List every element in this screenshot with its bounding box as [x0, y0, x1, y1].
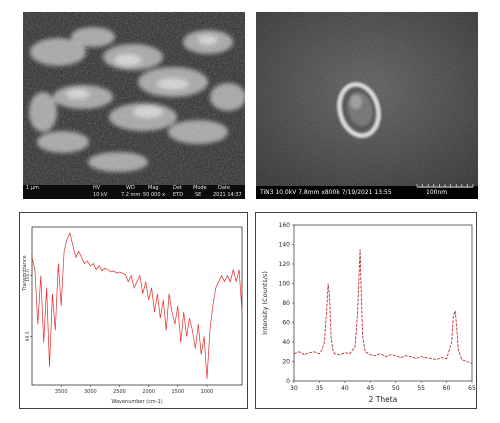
sem-info-wd: WD: [126, 185, 135, 191]
xrd-x-tick-label: 65: [468, 385, 476, 392]
sem-info-hv: HV: [93, 185, 101, 191]
xrd-y-tick-label: 140: [279, 242, 291, 249]
ftir-chart: 3500 3000 2500 2000 1500 1000 100.0 99.5 Wavenu…: [22, 226, 243, 405]
xrd-x-tick-label: 55: [417, 385, 425, 392]
xrd-x-tick-label: 45: [366, 385, 374, 392]
ftir-plot-frame: [31, 226, 243, 386]
sem-info-wd-value: 7.2 mm: [121, 192, 141, 198]
sem-info-mag: Mag: [148, 185, 159, 191]
ftir-y-tick-label: 100.0: [25, 269, 31, 282]
sem-scale-label: 100nm: [426, 189, 448, 196]
sem-info-bar: 1 μm HV WD Mag Det Mode Date 10 kV 7.2 m…: [23, 185, 245, 199]
xrd-x-axis-label: 2 Theta: [369, 395, 398, 404]
sem-info-hv-value: 10 kV: [93, 192, 108, 198]
xrd-y-tick-label: 60: [282, 320, 290, 327]
ftir-x-tick-label: 3500: [55, 389, 68, 395]
sem-info-det: Det: [173, 185, 182, 191]
ftir-x-tick-label: 2500: [113, 389, 126, 395]
ftir-x-axis-label: Wavenumber (cm-1): [111, 399, 162, 405]
ftir-x-tick-label: 1000: [201, 389, 214, 395]
sem-info-det-value: ETD: [173, 192, 184, 198]
sem-micrograph-single-particle: [256, 12, 478, 186]
xrd-x-tick-label: 50: [392, 385, 400, 392]
xrd-y-tick-label: 80: [282, 300, 290, 307]
xrd-x-tick-label: 30: [290, 385, 298, 392]
xrd-x-tick-label: 60: [443, 385, 451, 392]
ftir-y-tick-label: 99.5: [25, 331, 31, 341]
sem-micrograph-particles: [23, 12, 245, 185]
xrd-x-tick-label: 40: [341, 385, 349, 392]
ftir-spectrum-line: [31, 232, 243, 379]
xrd-chart: 30 35 40 45 50 55 60 65 0 20 40 60 80 100 120 140 160 2 …: [261, 222, 476, 404]
sem-info-text: TiN3 10.0kV 7.8mm x800k 7/19/2021 13:55: [260, 189, 392, 196]
xrd-y-tick-label: 40: [282, 339, 290, 346]
xrd-y-tick-label: 100: [279, 281, 291, 288]
xrd-y-tick-label: 160: [279, 222, 291, 229]
ftir-chart-panel: 3500 3000 2500 2000 1500 1000 100.0 99.5 Wavenu…: [19, 212, 248, 409]
xrd-plot-frame: [293, 224, 473, 382]
ftir-y-axis-label: Transmittance: [22, 255, 28, 291]
sem-info-mode-value: SE: [195, 192, 202, 198]
xrd-y-tick-label: 20: [282, 359, 290, 366]
xrd-y-axis-label: Intensity (Counts/s): [261, 271, 269, 335]
sem-info-date: Date: [218, 185, 230, 191]
xrd-pattern-line: [293, 249, 473, 364]
sem-scale-bar: [416, 184, 474, 188]
sem-image-low-magnification: 1 μm HV WD Mag Det Mode Date 10 kV 7.2 m…: [23, 12, 245, 199]
sem-info-mag-value: 50 000 x: [143, 192, 166, 198]
sem-info-date-value: 2021 14:37: [213, 192, 242, 198]
sem-info-bar: TiN3 10.0kV 7.8mm x800k 7/19/2021 13:55 …: [256, 186, 478, 199]
ftir-x-tick-label: 1500: [171, 389, 184, 395]
sem-image-high-magnification: TiN3 10.0kV 7.8mm x800k 7/19/2021 13:55 …: [256, 12, 478, 199]
xrd-chart-panel: 30 35 40 45 50 55 60 65 0 20 40 60 80 100 120 140 160 2 …: [255, 212, 477, 409]
xrd-x-tick-label: 35: [316, 385, 324, 392]
xrd-y-tick-label: 120: [279, 261, 291, 268]
ftir-x-tick-label: 2000: [142, 389, 155, 395]
sem-info-mode: Mode: [193, 185, 207, 191]
ftir-x-tick-label: 3000: [84, 389, 97, 395]
sem-info-scale: 1 μm: [26, 185, 39, 191]
xrd-y-tick-label: 0: [286, 378, 290, 385]
